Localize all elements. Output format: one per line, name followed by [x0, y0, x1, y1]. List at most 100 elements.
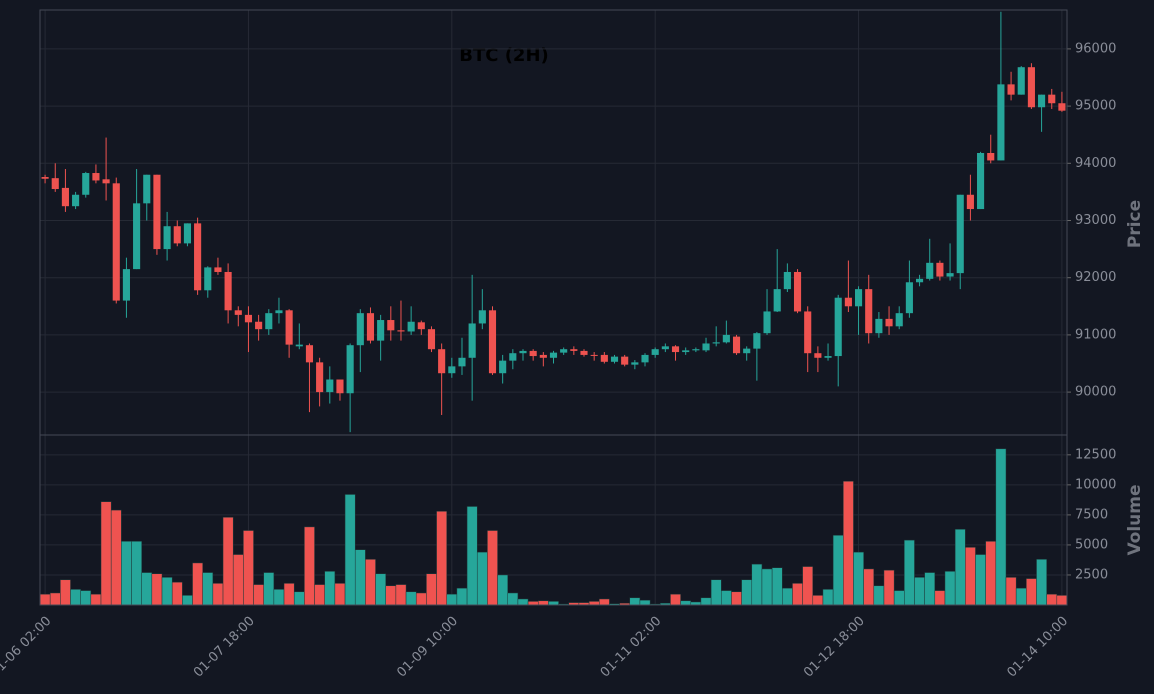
y-tick-label: 90000	[1075, 385, 1116, 400]
volume-bar	[354, 549, 366, 606]
y-tick-label: 94000	[1075, 156, 1116, 171]
candle-body	[122, 269, 130, 301]
candle-body	[854, 289, 863, 307]
volume-bar	[1026, 578, 1037, 606]
volume-bar	[975, 554, 986, 606]
candle-body	[488, 310, 497, 374]
candle-body	[316, 362, 324, 393]
volume-bar	[802, 566, 814, 606]
candle-body	[1058, 103, 1066, 111]
candle-body	[214, 267, 222, 272]
volume-bar	[60, 579, 71, 606]
volume-bar	[171, 581, 183, 606]
volume-bar	[80, 590, 92, 606]
volume-bar	[995, 448, 1007, 606]
candle-body	[966, 194, 974, 210]
y-tick-label: 91000	[1075, 327, 1116, 342]
candle-body	[173, 226, 181, 244]
volume-bar	[639, 599, 651, 606]
candle-body	[631, 362, 639, 365]
candle-body	[773, 289, 781, 312]
volume-bar	[1056, 595, 1068, 606]
candle-body	[204, 267, 212, 291]
volume-bar	[49, 592, 61, 606]
volume-bar	[141, 572, 153, 606]
volume-bar	[710, 579, 722, 606]
volume-bar	[415, 592, 427, 606]
volume-bar	[232, 554, 244, 606]
candle-body	[92, 173, 100, 181]
candle-body	[183, 223, 191, 244]
candle-body	[336, 379, 344, 394]
candle-body	[133, 203, 141, 270]
candle-body	[844, 297, 852, 307]
candle-body	[621, 356, 629, 365]
candle-body	[255, 321, 263, 330]
candle-body	[275, 310, 283, 314]
volume-bar	[70, 589, 81, 606]
candle-body	[244, 314, 253, 323]
candle-body	[977, 153, 985, 210]
candle-body	[1017, 67, 1025, 95]
y-tick-label: 96000	[1075, 41, 1116, 56]
candle-body	[783, 271, 791, 290]
volume-bar	[853, 551, 864, 606]
candle-body	[377, 320, 385, 341]
candle-body	[936, 262, 944, 277]
volume-bar	[90, 593, 102, 606]
volume-bar	[548, 601, 559, 606]
candle-body	[916, 278, 924, 283]
volume-bar	[365, 559, 376, 606]
candle-body	[539, 354, 547, 358]
volume-bar	[893, 590, 905, 606]
volume-bar	[121, 541, 132, 606]
volume-bar	[792, 583, 803, 606]
candle-body	[956, 194, 964, 274]
chart-title: BTC (2H)	[459, 45, 549, 66]
volume-frame	[39, 434, 1068, 606]
volume-bar	[151, 573, 163, 606]
volume-bar	[426, 573, 437, 606]
volume-bar	[507, 592, 519, 606]
volume-bar	[832, 535, 844, 606]
candle-body	[712, 342, 720, 344]
volume-tick-label: 2500	[1075, 567, 1108, 582]
candle-body	[987, 153, 995, 161]
volume-bar	[863, 568, 875, 606]
candle-body	[295, 344, 303, 347]
candle-body	[41, 177, 49, 179]
candle-body	[366, 313, 375, 341]
candle-body	[143, 174, 151, 204]
volume-bar	[751, 563, 763, 606]
candle-body	[814, 353, 822, 358]
candle-body	[499, 360, 507, 374]
candle-body	[570, 349, 578, 351]
candle-body	[590, 354, 598, 356]
volume-tick-label: 10000	[1075, 477, 1116, 492]
volume-bar	[405, 591, 417, 606]
volume-bar	[782, 587, 793, 606]
volume-bar	[476, 551, 488, 606]
volume-bar	[344, 494, 356, 606]
volume-bar	[914, 577, 925, 606]
candle-body	[661, 346, 669, 350]
volume-bar	[700, 597, 712, 606]
volume-tick-label: 5000	[1075, 537, 1108, 552]
candle-body	[682, 350, 690, 353]
volume-bar	[304, 526, 315, 606]
candle-body	[692, 349, 700, 351]
candle-body	[153, 174, 161, 250]
candle-body	[51, 178, 59, 190]
candle-body	[865, 289, 873, 334]
y-axis-label: Price	[1125, 200, 1145, 248]
volume-bar	[1036, 559, 1047, 606]
volume-bar	[924, 572, 936, 606]
volume-bar	[873, 585, 885, 606]
candle-body	[875, 318, 883, 334]
volume-bar	[446, 593, 458, 606]
candle-body	[926, 262, 934, 279]
candle-body	[580, 350, 588, 355]
candle-body	[610, 356, 619, 362]
volume-bar	[161, 577, 173, 606]
